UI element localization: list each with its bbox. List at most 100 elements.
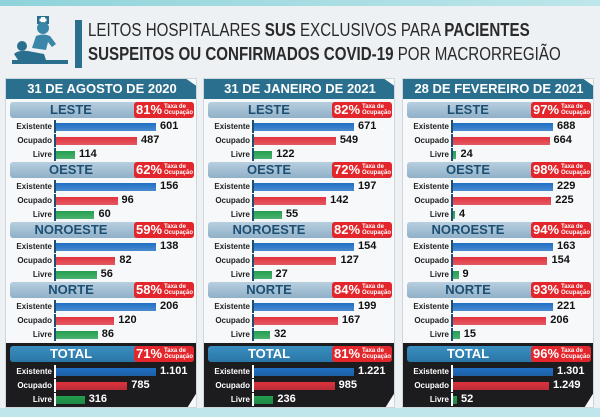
title-segment: SUS <box>264 20 296 40</box>
occupancy-badge: 93% Taxa de Ocupação <box>531 282 591 298</box>
occupancy-badge: 94% Taxa de Ocupação <box>531 222 591 238</box>
bar-value: 671 <box>358 120 377 132</box>
region-header: NOROESTE 94% Taxa de Ocupação <box>407 222 591 238</box>
bar-axis <box>54 148 56 161</box>
bar-ocupado <box>453 317 547 325</box>
occupancy-label: Taxa de Ocupação <box>164 283 194 297</box>
bar-value: 24 <box>460 148 473 160</box>
bar-axis <box>54 120 56 133</box>
bar-axis <box>54 365 56 378</box>
region-total: TOTAL 71% Taxa de Ocupação Existente 1.101 Oc… <box>6 343 196 407</box>
region-name: NORTE <box>445 282 491 297</box>
bar-axis <box>252 240 254 253</box>
bar-existente <box>254 183 354 191</box>
bar-value: 785 <box>131 379 150 391</box>
bar-existente <box>453 303 553 311</box>
bar-value: 199 <box>358 300 377 312</box>
region-name: OESTE <box>445 162 491 177</box>
region-name: NOROESTE <box>34 222 108 237</box>
bar-livre <box>453 331 460 339</box>
bar-row-livre: Livre 4 <box>403 208 593 221</box>
bar-value: 127 <box>340 254 359 266</box>
bar-existente <box>254 303 354 311</box>
row-label: Ocupado <box>17 196 52 205</box>
bar-value: 4 <box>459 208 466 220</box>
row-label: Ocupado <box>414 381 449 390</box>
region-header: LESTE 82% Taxa de Ocupação <box>208 102 392 118</box>
region-norte: NORTE 93% Taxa de Ocupação Existente 221 Ocup… <box>403 282 593 342</box>
occupancy-rate: 81% <box>135 102 163 117</box>
bar-livre <box>254 396 274 404</box>
title-accent-bar <box>75 20 82 68</box>
bar-row-existente: Existente 221 <box>403 300 593 313</box>
region-name: TOTAL <box>247 346 291 361</box>
row-label: Existente <box>413 302 449 311</box>
occupancy-badge: 98% Taxa de Ocupação <box>531 162 591 178</box>
bar-ocupado <box>453 257 548 265</box>
row-label: Livre <box>429 395 449 404</box>
region-leste: LESTE 97% Taxa de Ocupação Existente 688 Ocup… <box>403 102 593 162</box>
bar-livre <box>56 396 85 404</box>
bar-value: 154 <box>358 240 377 252</box>
bar-existente <box>56 243 156 251</box>
bar-value: 82 <box>119 254 132 266</box>
bar-row-livre: Livre 56 <box>6 268 196 281</box>
row-label: Livre <box>429 150 449 159</box>
row-label: Existente <box>214 242 250 251</box>
title-segment: SUSPEITOS OU CONFIRMADOS COVID-19 <box>88 44 394 64</box>
row-label: Existente <box>413 242 449 251</box>
bar-row-ocupado: Ocupado 82 <box>6 254 196 267</box>
bar-value: 1.249 <box>553 379 581 391</box>
bar-axis <box>54 134 56 147</box>
bar-livre <box>453 211 455 219</box>
bar-axis <box>252 148 254 161</box>
occupancy-badge: 71% Taxa de Ocupação <box>134 346 194 362</box>
bar-axis <box>451 314 453 327</box>
bar-value: 120 <box>118 314 137 326</box>
occupancy-badge: 84% Taxa de Ocupação <box>332 282 392 298</box>
bar-value: 664 <box>553 134 572 146</box>
panel-date: 28 DE FEVEREIRO DE 2021 <box>403 79 593 99</box>
bar-row-livre: Livre 27 <box>204 268 394 281</box>
bar-row-existente: Existente 206 <box>6 300 196 313</box>
bar-axis <box>54 393 56 406</box>
bar-axis <box>451 180 453 193</box>
panel-1: 31 DE JANEIRO DE 2021 LESTE 82% Taxa de Ocu… <box>203 78 395 408</box>
bar-row-livre: Livre 122 <box>204 148 394 161</box>
bar-row-existente: Existente 199 <box>204 300 394 313</box>
region-total: TOTAL 81% Taxa de Ocupação Existente 1.221 Oc… <box>204 343 394 407</box>
bar-axis <box>451 194 453 207</box>
row-label: Existente <box>16 367 52 376</box>
row-label: Livre <box>429 210 449 219</box>
row-label: Existente <box>16 302 52 311</box>
panel-2: 28 DE FEVEREIRO DE 2021 LESTE 97% Taxa de O… <box>402 78 594 408</box>
occupancy-badge: 82% Taxa de Ocupação <box>332 222 392 238</box>
bar-row-ocupado: Ocupado 1.249 <box>403 379 593 392</box>
bar-axis <box>252 365 254 378</box>
bar-row-ocupado: Ocupado 96 <box>6 194 196 207</box>
title-segment: PACIENTES <box>444 20 530 40</box>
bar-row-ocupado: Ocupado 154 <box>403 254 593 267</box>
bar-value: 56 <box>100 268 113 280</box>
region-noroeste: NOROESTE 59% Taxa de Ocupação Existente 138 O… <box>6 222 196 282</box>
bar-axis <box>252 300 254 313</box>
region-norte: NORTE 84% Taxa de Ocupação Existente 199 Ocup… <box>204 282 394 342</box>
bar-row-existente: Existente 156 <box>6 180 196 193</box>
bar-ocupado <box>56 197 118 205</box>
region-header: OESTE 98% Taxa de Ocupação <box>407 162 591 178</box>
bar-value: 32 <box>274 328 287 340</box>
region-header: TOTAL 71% Taxa de Ocupação <box>10 346 194 362</box>
bar-value: 549 <box>339 134 359 146</box>
row-label: Existente <box>16 242 52 251</box>
region-header: LESTE 81% Taxa de Ocupação <box>10 102 194 118</box>
bar-axis <box>451 379 453 392</box>
occupancy-label: Taxa de Ocupação <box>164 223 194 237</box>
row-label: Ocupado <box>215 256 250 265</box>
bar-axis <box>54 328 56 341</box>
bar-value: 225 <box>555 194 574 206</box>
bar-value: 52 <box>460 393 474 405</box>
occupancy-label: Taxa de Ocupação <box>362 283 392 297</box>
bar-row-livre: Livre 32 <box>204 328 394 341</box>
region-name: TOTAL <box>49 346 93 361</box>
row-label: Livre <box>429 330 449 339</box>
